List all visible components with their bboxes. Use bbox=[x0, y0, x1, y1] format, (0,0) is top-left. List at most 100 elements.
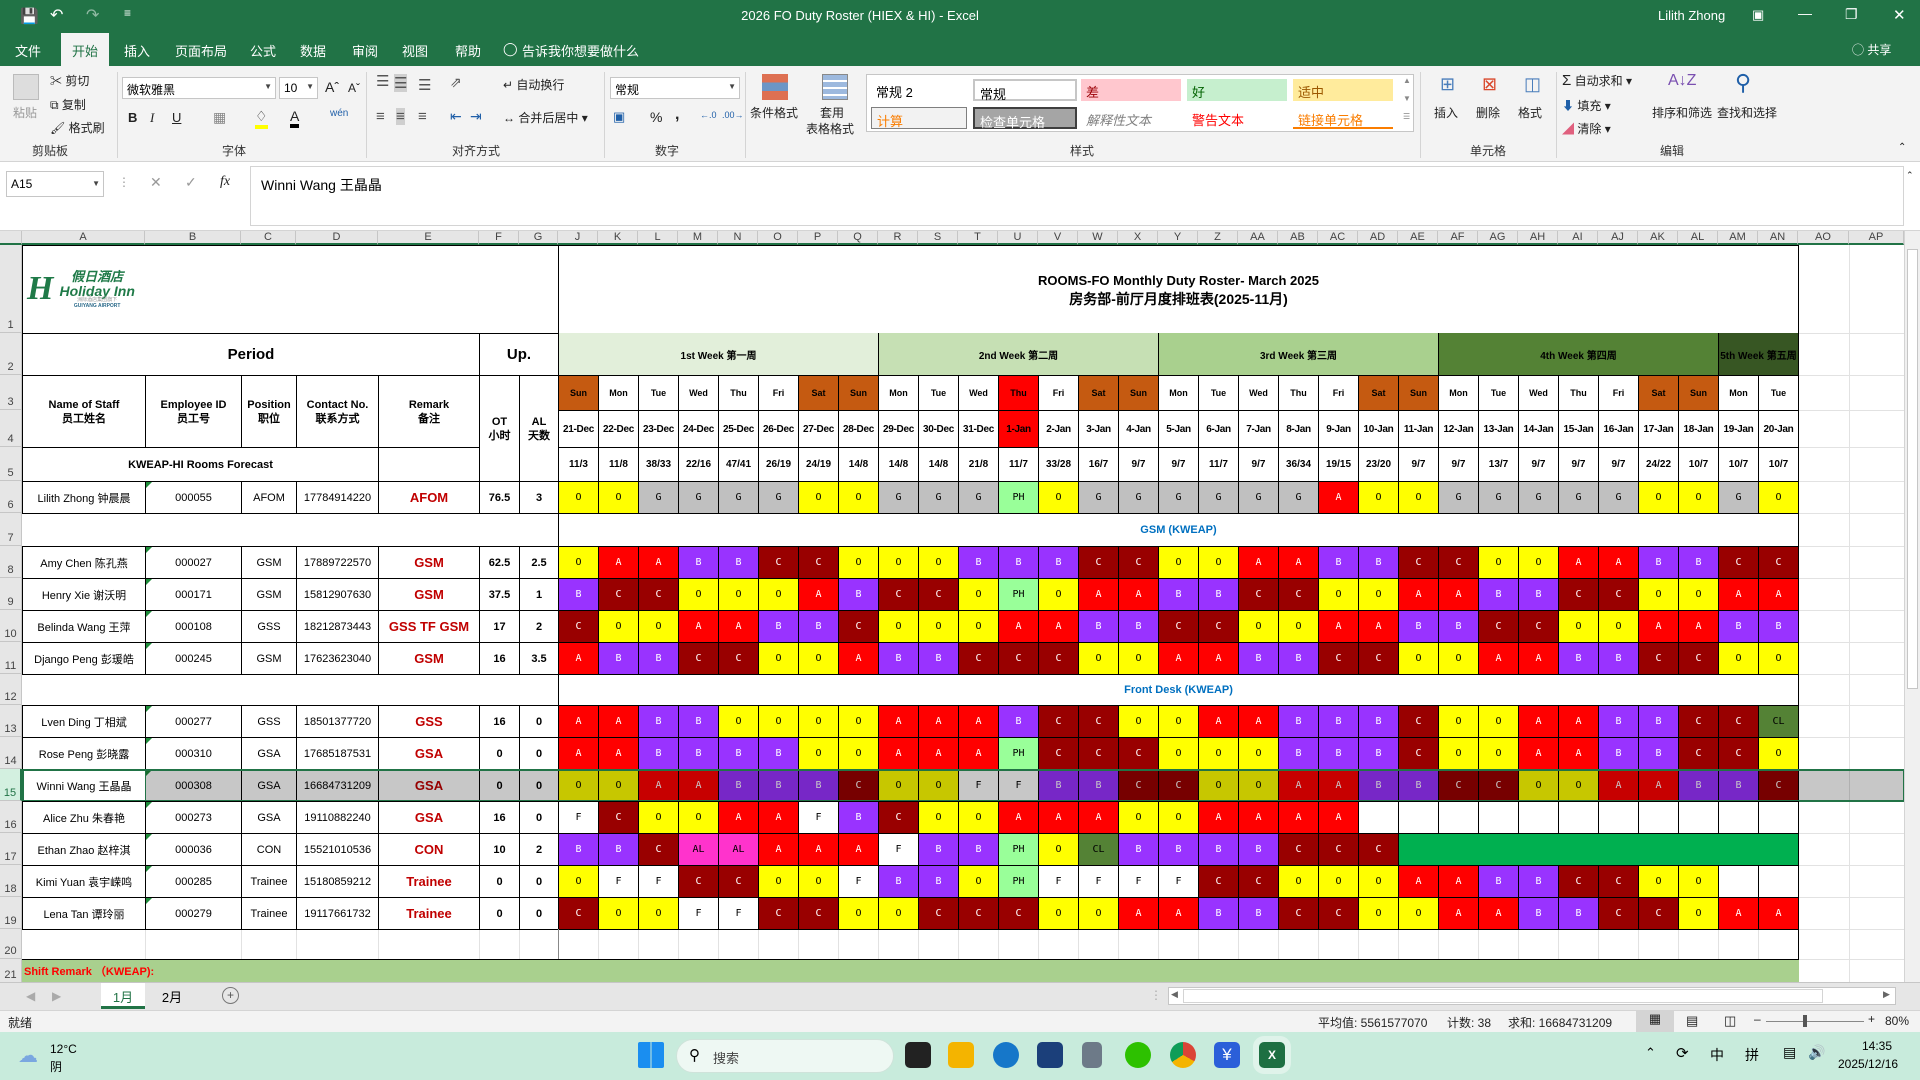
shift-cell[interactable]: B bbox=[1238, 833, 1279, 866]
tab-file[interactable]: 文件 bbox=[15, 44, 42, 59]
shift-cell[interactable]: C bbox=[678, 642, 719, 675]
shift-cell[interactable]: F bbox=[558, 801, 599, 834]
sort-filter-button[interactable]: 排序和筛选 bbox=[1652, 106, 1713, 120]
staff-name[interactable]: Amy Chen 陈孔燕 bbox=[22, 546, 146, 579]
shift-cell[interactable]: O bbox=[638, 801, 679, 834]
column-header-AO[interactable]: AO bbox=[1798, 231, 1849, 245]
shift-cell[interactable]: B bbox=[638, 705, 679, 738]
active-cell[interactable] bbox=[22, 769, 146, 802]
shift-cell[interactable]: C bbox=[1118, 737, 1159, 770]
staff-name[interactable]: Belinda Wang 王萍 bbox=[22, 610, 146, 643]
shift-cell[interactable]: A bbox=[1318, 769, 1359, 802]
shift-cell[interactable]: PH bbox=[998, 578, 1039, 611]
shift-cell[interactable]: B bbox=[838, 801, 879, 834]
ot-hours[interactable]: 0 bbox=[479, 897, 520, 930]
weather-temp[interactable]: 12°C bbox=[50, 1042, 77, 1056]
normal-view-icon[interactable]: ▦ bbox=[1636, 1011, 1674, 1032]
shift-cell[interactable]: O bbox=[598, 897, 639, 930]
merged-fill-cell[interactable] bbox=[1398, 833, 1799, 866]
row-header-14[interactable]: 14 bbox=[0, 737, 22, 769]
zoom-slider[interactable] bbox=[1766, 1015, 1864, 1027]
shift-cell[interactable]: G bbox=[1078, 481, 1119, 514]
shift-cell[interactable]: B bbox=[918, 833, 959, 866]
staff-name[interactable]: Lilith Zhong 钟晨晨 bbox=[22, 481, 146, 514]
shift-cell[interactable]: O bbox=[1078, 642, 1119, 675]
row-header-2[interactable]: 2 bbox=[0, 333, 22, 375]
tab-formulas[interactable]: 公式 bbox=[250, 44, 277, 59]
merge-center-button[interactable]: ↔ 合并后居中 ▾ bbox=[503, 111, 588, 125]
shift-cell[interactable]: C bbox=[558, 610, 599, 643]
shift-cell[interactable]: C bbox=[1718, 705, 1759, 738]
cell[interactable] bbox=[1318, 929, 1359, 960]
cell[interactable] bbox=[1849, 833, 1904, 866]
cell[interactable] bbox=[718, 929, 759, 960]
shift-cell[interactable]: O bbox=[1118, 705, 1159, 738]
shift-cell[interactable]: F bbox=[1078, 865, 1119, 898]
cell[interactable] bbox=[1849, 578, 1904, 611]
cell[interactable] bbox=[1849, 929, 1904, 960]
cell[interactable] bbox=[1798, 333, 1850, 376]
contact-no[interactable]: 17889722570 bbox=[296, 546, 379, 579]
shift-cell[interactable]: O bbox=[798, 737, 839, 770]
shift-cell[interactable]: O bbox=[1118, 801, 1159, 834]
row-header-20[interactable]: 20 bbox=[0, 929, 22, 959]
remark[interactable]: GSA bbox=[378, 801, 480, 834]
shift-cell[interactable]: A bbox=[1598, 546, 1639, 579]
wrap-text-button[interactable]: ↵ 自动换行 bbox=[503, 76, 564, 93]
shift-cell[interactable]: C bbox=[998, 897, 1039, 930]
cell[interactable] bbox=[1849, 333, 1904, 376]
shift-cell[interactable]: O bbox=[1638, 481, 1679, 514]
shift-cell[interactable]: C bbox=[1238, 865, 1279, 898]
shift-cell[interactable]: B bbox=[1398, 610, 1439, 643]
shift-cell[interactable]: B bbox=[638, 642, 679, 675]
shift-cell[interactable]: O bbox=[1158, 737, 1199, 770]
volume-icon[interactable]: 🔊 bbox=[1808, 1044, 1826, 1060]
column-header-AA[interactable]: AA bbox=[1238, 231, 1278, 245]
cell[interactable] bbox=[1849, 375, 1904, 411]
cloud-icon[interactable]: ☁ bbox=[18, 1045, 38, 1067]
shift-cell[interactable]: O bbox=[918, 769, 959, 802]
shift-cell[interactable]: O bbox=[878, 897, 919, 930]
shift-cell[interactable]: O bbox=[558, 481, 599, 514]
shift-cell[interactable]: O bbox=[838, 737, 879, 770]
shift-cell[interactable]: O bbox=[878, 546, 919, 579]
cell[interactable] bbox=[1798, 410, 1850, 448]
cell-style-9[interactable]: 链接单元格 bbox=[1293, 107, 1393, 129]
shift-cell[interactable]: A bbox=[638, 546, 679, 579]
cell[interactable] bbox=[1798, 929, 1850, 960]
shift-cell[interactable]: A bbox=[1158, 642, 1199, 675]
shift-cell[interactable]: O bbox=[678, 801, 719, 834]
tray-overflow-icon[interactable]: ⌃ bbox=[1645, 1045, 1656, 1060]
add-sheet-button[interactable]: + bbox=[222, 987, 239, 1004]
shift-cell[interactable]: C bbox=[1118, 769, 1159, 802]
cell-style-4[interactable]: 适中 bbox=[1293, 79, 1393, 101]
align-top-icon[interactable]: ☰ bbox=[376, 73, 390, 90]
user-name[interactable]: Lilith Zhong bbox=[1658, 8, 1726, 23]
fill-button[interactable]: ⬇ 填充 ▾ bbox=[1562, 99, 1611, 113]
shift-cell[interactable]: B bbox=[758, 769, 799, 802]
start-button[interactable] bbox=[638, 1042, 664, 1068]
contact-no[interactable]: 19117661732 bbox=[296, 897, 379, 930]
network-icon[interactable]: ▤ bbox=[1783, 1044, 1797, 1060]
column-header-AL[interactable]: AL bbox=[1678, 231, 1718, 245]
shift-cell[interactable]: O bbox=[1678, 578, 1719, 611]
cell[interactable] bbox=[1678, 929, 1719, 960]
table-format-button[interactable]: 套用 bbox=[820, 106, 845, 120]
contact-no[interactable]: 19110882240 bbox=[296, 801, 379, 834]
shift-cell[interactable]: CL bbox=[1758, 705, 1799, 738]
shift-cell[interactable]: C bbox=[1678, 737, 1719, 770]
shift-cell[interactable]: G bbox=[718, 481, 759, 514]
shift-cell[interactable]: A bbox=[558, 705, 599, 738]
shift-cell[interactable]: O bbox=[918, 546, 959, 579]
shift-cell[interactable]: F bbox=[998, 769, 1039, 802]
prev-sheet-icon[interactable]: ◀ bbox=[26, 989, 36, 1003]
shift-cell[interactable]: A bbox=[598, 546, 639, 579]
calculator-icon[interactable] bbox=[1082, 1042, 1102, 1068]
shift-cell[interactable]: G bbox=[758, 481, 799, 514]
position[interactable]: CON bbox=[241, 833, 297, 866]
redo-icon[interactable]: ↷ bbox=[86, 7, 100, 24]
shift-cell[interactable]: O bbox=[718, 705, 759, 738]
contact-no[interactable]: 18501377720 bbox=[296, 705, 379, 738]
column-header-AP[interactable]: AP bbox=[1849, 231, 1904, 245]
cell[interactable] bbox=[1078, 929, 1119, 960]
